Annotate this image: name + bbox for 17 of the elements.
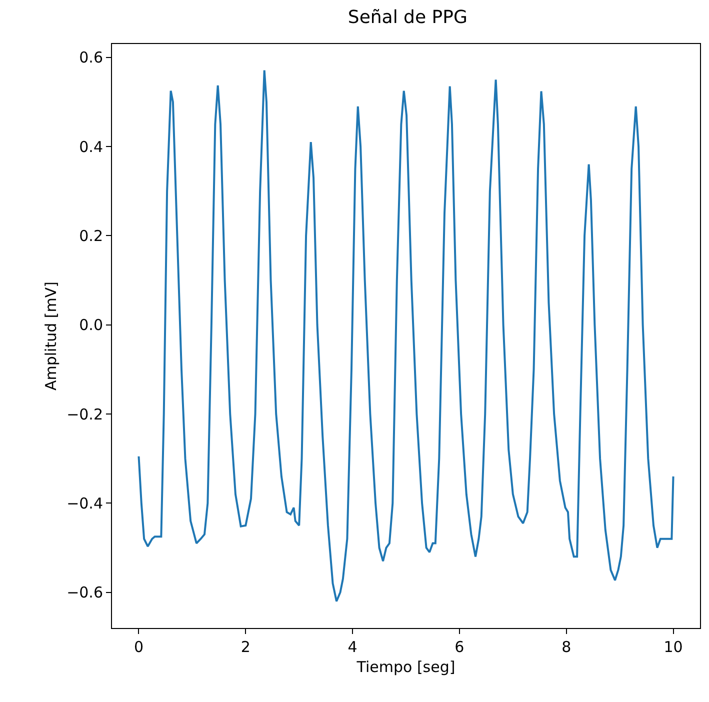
line-series (138, 69, 674, 602)
x-tick-label: 0 (134, 638, 144, 656)
y-tick-label: 0.2 (79, 226, 103, 245)
x-tick-label: 4 (348, 638, 358, 656)
x-tick-label: 6 (454, 638, 464, 656)
x-tick-label: 10 (664, 638, 683, 656)
chart-title: Señal de PPG (348, 7, 468, 28)
x-tick-label: 2 (240, 638, 250, 656)
y-tick-label: 0.4 (79, 138, 103, 156)
x-axis-title: Tiempo [seg] (356, 658, 456, 676)
y-tick-label: −0.2 (66, 405, 103, 424)
y-tick-label: −0.4 (66, 494, 103, 512)
y-tick-label: −0.6 (66, 584, 103, 602)
y-axis-title: Amplitud [mV] (42, 282, 60, 390)
y-tick-label: 0.0 (79, 316, 103, 334)
y-tick-label: 0.6 (79, 48, 103, 67)
x-tick-label: 8 (562, 638, 572, 656)
